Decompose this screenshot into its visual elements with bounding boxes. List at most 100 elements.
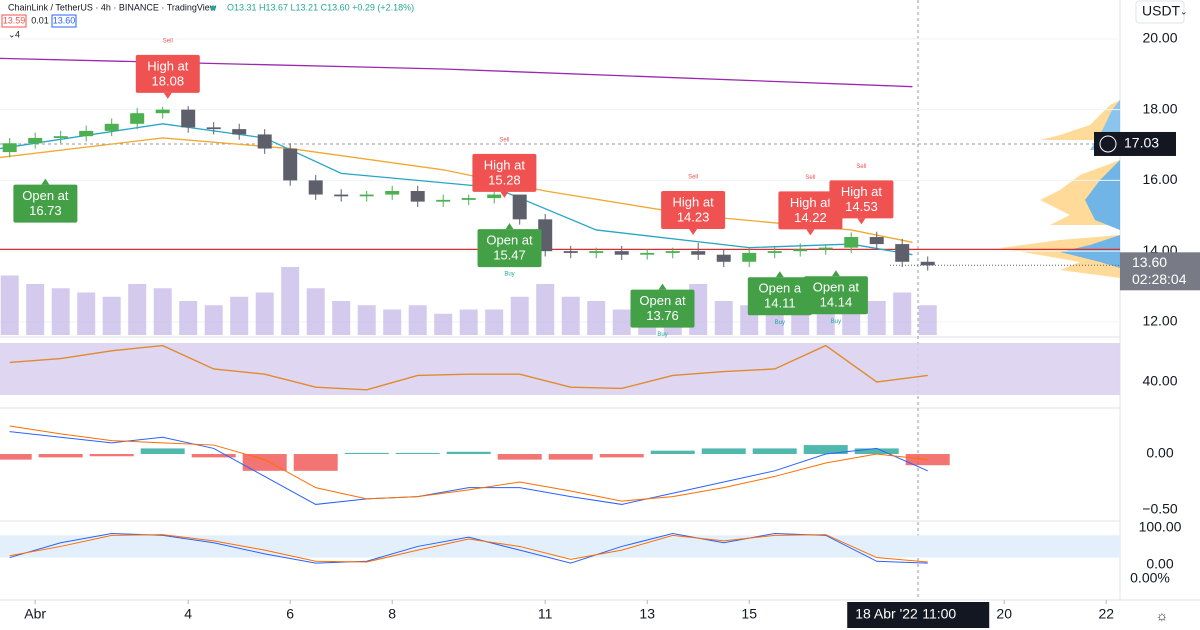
open-label-box (13, 184, 78, 223)
collapse-caret[interactable]: ⌄ (8, 29, 16, 39)
ask: 13.60 (53, 15, 76, 25)
high-label-text: High at (841, 184, 883, 199)
candle-body (563, 251, 578, 253)
x-tick-label: 6 (286, 606, 294, 622)
x-tick-label: Abr (24, 606, 46, 622)
rsi-tick-label: 40.00 (1142, 373, 1177, 389)
indicator-count: 4 (15, 29, 20, 39)
macd-histogram (293, 454, 338, 471)
candle-body (640, 252, 655, 255)
volume-bar (714, 301, 733, 335)
volume-bar (765, 309, 784, 335)
last-price: 13.60 (1132, 254, 1167, 270)
candle-body (181, 109, 196, 128)
candle-body (614, 251, 629, 255)
y-tick-label: 18.00 (1142, 100, 1177, 116)
candle-body (691, 251, 706, 255)
volume-profile (1000, 100, 1120, 278)
settings-icon[interactable]: ☼ (1156, 608, 1169, 624)
volume-bar (485, 309, 504, 335)
crosshair-plus (1099, 135, 1117, 153)
candle-body (104, 123, 119, 131)
candle-body (665, 251, 680, 253)
macd-tick-label: 0.00 (1146, 445, 1173, 461)
signal-text: Buy (504, 272, 514, 278)
candle-body (2, 143, 17, 153)
symbol-title: ChainLink / TetherUS · 4h · BINANCE · Tr… (8, 2, 217, 12)
macd-histogram (548, 454, 593, 460)
ask-box[interactable] (51, 14, 77, 28)
open-pointer (505, 223, 514, 230)
x-tick-label: 11 (538, 606, 553, 622)
open-label-value: 14.11 (764, 296, 796, 311)
candle-body (206, 127, 221, 130)
macd-histogram (803, 445, 848, 455)
candle-body (436, 199, 451, 202)
stoch-tick-label: 100.00 (1139, 519, 1182, 535)
volume-bar (255, 292, 274, 335)
y-tick-label: 12.00 (1142, 313, 1177, 329)
high-label-box (661, 191, 726, 230)
macd-histogram (497, 454, 542, 460)
currency: USDT (1142, 3, 1181, 19)
volume-bar (536, 284, 555, 335)
stoch-d (9, 534, 928, 563)
high-label-box (829, 180, 894, 219)
candle-body (53, 136, 68, 138)
high-label-text: High at (147, 58, 189, 73)
candle-body (461, 198, 476, 200)
volume-bar (281, 267, 300, 335)
high-label-box (135, 54, 200, 93)
high-pointer (857, 218, 866, 225)
candle-body (359, 194, 374, 197)
signal-text: Sell (499, 137, 509, 143)
volume-bar (867, 301, 886, 335)
volume-bar (612, 309, 631, 335)
open-pointer (41, 178, 50, 185)
open-label-text: Open at (22, 188, 69, 203)
macd-signal (9, 425, 928, 502)
high-label-text: High at (484, 157, 526, 172)
volume-bar (459, 309, 478, 335)
stoch-k (9, 532, 928, 564)
stoch-band (0, 535, 1120, 558)
macd-histogram (446, 451, 491, 455)
high-label-text: High at (790, 195, 832, 210)
volume-bar (153, 288, 172, 335)
candle-body (410, 191, 425, 202)
candle-body (308, 180, 323, 195)
volume-bar (918, 305, 937, 335)
candle-body (28, 137, 43, 144)
candle-body (844, 237, 859, 248)
volume-bar (230, 296, 249, 335)
candle-body (512, 194, 527, 220)
open-label-value: 16.73 (29, 203, 62, 218)
spread: 0.01 (31, 15, 49, 25)
currency-caret: ⌄ (1180, 6, 1188, 16)
macd-histogram (242, 454, 287, 471)
candle-body (920, 261, 935, 266)
bid-box[interactable] (1, 14, 27, 28)
macd-histogram (38, 454, 83, 458)
high-label-value: 18.08 (152, 73, 185, 88)
open-label-box (803, 276, 868, 315)
high-pointer (689, 229, 698, 236)
open-label-value: 13.76 (646, 308, 679, 323)
volume-bar (816, 309, 835, 335)
y-tick-label: 16.00 (1142, 171, 1177, 187)
currency-button[interactable] (1135, 0, 1185, 24)
high-label-value: 14.22 (794, 210, 827, 225)
stoch-percent-label: 0.00% (1130, 570, 1170, 586)
volume-bar (357, 305, 376, 335)
signal-text: Sell (688, 175, 698, 181)
macd-line (9, 431, 928, 505)
signal-text: Buy (831, 319, 841, 325)
candle-body (385, 191, 400, 195)
volume-bar (306, 288, 325, 335)
open-label-text: Open at (486, 233, 533, 248)
volume-bar (26, 284, 45, 335)
candle-body (130, 113, 145, 124)
x-tick-label: 4 (184, 606, 192, 622)
macd-tick-label: −0.50 (1142, 501, 1178, 517)
